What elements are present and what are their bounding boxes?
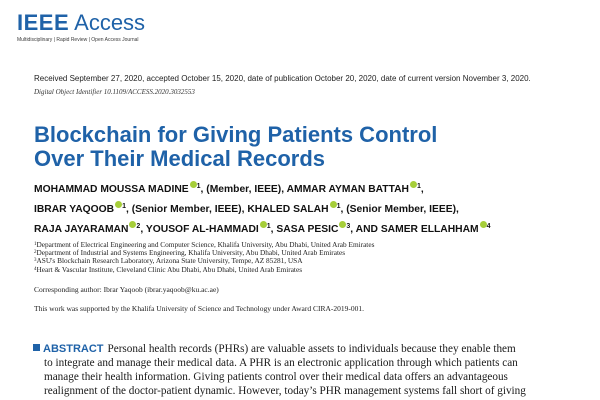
affiliation: 3ASU's Blockchain Research Laboratory, A… bbox=[34, 257, 594, 265]
author-name: IBRAR YAQOOB bbox=[34, 204, 115, 215]
abstract-line: realignment of the doctor-patient dynami… bbox=[44, 385, 526, 397]
abstract-marker-icon bbox=[33, 344, 40, 351]
orcid-icon[interactable] bbox=[479, 221, 487, 228]
orcid-icon[interactable] bbox=[189, 181, 197, 188]
orcid-icon[interactable] bbox=[409, 181, 417, 188]
author-affiliation-number: 4 bbox=[486, 223, 491, 230]
affiliation-number: 2 bbox=[34, 250, 37, 256]
author-note: , (Member, IEEE), bbox=[200, 184, 287, 195]
orcid-icon[interactable] bbox=[129, 221, 137, 228]
author-affiliation-number: 1 bbox=[416, 183, 421, 190]
funding-statement: This work was supported by the Khalifa U… bbox=[34, 304, 365, 313]
paper-title: Blockchain for Giving Patients Control O… bbox=[34, 123, 514, 171]
author-name: AMMAR AYMAN BATTAH bbox=[286, 184, 409, 195]
affiliation-number: 4 bbox=[34, 266, 37, 272]
affiliation-number: 3 bbox=[34, 258, 37, 264]
author-list: MOHAMMAD MOUSSA MADINE 1, (Member, IEEE),… bbox=[34, 178, 594, 238]
affiliation-number: 1 bbox=[34, 242, 37, 247]
abstract-label: ABSTRACT bbox=[43, 343, 104, 355]
abstract-section: ABSTRACT Personal health records (PHRs) a… bbox=[33, 342, 588, 398]
affiliation: 2Department of Industrial and Systems En… bbox=[34, 249, 594, 257]
author-note: , AND bbox=[350, 224, 381, 235]
author-name: YOUSOF AL-HAMMADI bbox=[145, 224, 259, 235]
received-dates: Received September 27, 2020, accepted Oc… bbox=[34, 74, 531, 83]
author-line: RAJA JAYARAMAN 2, YOUSOF AL-HAMMADI 1, SAS… bbox=[34, 218, 594, 238]
author-note: , (Senior Member, IEEE), bbox=[340, 204, 459, 215]
author-affiliation-number: 3 bbox=[346, 223, 351, 230]
affiliation-text: ASU's Blockchain Research Laboratory, Ar… bbox=[36, 256, 303, 266]
journal-masthead: IEEE Access Multidisciplinary | Rapid Rev… bbox=[17, 10, 145, 43]
abstract-text: Personal health records (PHRs) are valua… bbox=[107, 343, 516, 355]
paper-title-line: Blockchain for Giving Patients Control bbox=[34, 122, 438, 147]
journal-logo: IEEE Access bbox=[17, 10, 145, 36]
orcid-icon[interactable] bbox=[115, 201, 123, 208]
journal-logo-access: Access bbox=[74, 10, 146, 35]
affiliation-list: 1Department of Electrical Engineering an… bbox=[34, 240, 594, 274]
author-name: RAJA JAYARAMAN bbox=[34, 224, 129, 235]
author-name: SAMER ELLAHHAM bbox=[380, 224, 479, 235]
orcid-icon[interactable] bbox=[329, 201, 337, 208]
affiliation-text: Department of Electrical Engineering and… bbox=[36, 240, 375, 249]
abstract-line: manage their health information. Giving … bbox=[44, 371, 508, 383]
author-affiliation-number: 1 bbox=[122, 203, 127, 210]
author-note: , bbox=[420, 184, 424, 195]
author-note: , (Senior Member, IEEE), bbox=[126, 204, 248, 215]
author-name: MOHAMMAD MOUSSA MADINE bbox=[34, 184, 189, 195]
author-name: KHALED SALAH bbox=[247, 204, 329, 215]
corresponding-author: Corresponding author: Ibrar Yaqoob (ibra… bbox=[34, 285, 219, 294]
orcid-icon[interactable] bbox=[259, 221, 267, 228]
journal-tagline: Multidisciplinary | Rapid Review | Open … bbox=[17, 37, 139, 43]
journal-logo-ieee: IEEE bbox=[17, 10, 70, 35]
author-note: , bbox=[270, 224, 277, 235]
author-affiliation-number: 2 bbox=[136, 223, 141, 230]
affiliation-text: Heart & Vascular Institute, Cleveland Cl… bbox=[36, 264, 303, 274]
author-affiliation-number: 1 bbox=[336, 203, 341, 210]
author-line: IBRAR YAQOOB 1, (Senior Member, IEEE), KH… bbox=[34, 198, 594, 218]
author-name: SASA PESIC bbox=[276, 224, 339, 235]
affiliation: 4Heart & Vascular Institute, Cleveland C… bbox=[34, 264, 594, 274]
author-note: , bbox=[140, 224, 146, 235]
author-line: MOHAMMAD MOUSSA MADINE 1, (Member, IEEE),… bbox=[34, 178, 594, 198]
affiliation: 1Department of Electrical Engineering an… bbox=[34, 240, 594, 249]
abstract-line: to integrate and manage their medical da… bbox=[44, 357, 518, 369]
paper-title-line: Over Their Medical Records bbox=[34, 146, 325, 171]
author-affiliation-number: 1 bbox=[196, 183, 201, 190]
doi-line: Digital Object Identifier 10.1109/ACCESS… bbox=[34, 88, 195, 96]
author-affiliation-number: 1 bbox=[266, 223, 271, 230]
abstract-line: ABSTRACT Personal health records (PHRs) a… bbox=[33, 342, 588, 356]
orcid-icon[interactable] bbox=[339, 221, 347, 228]
affiliation-text: Department of Industrial and Systems Eng… bbox=[36, 248, 346, 258]
